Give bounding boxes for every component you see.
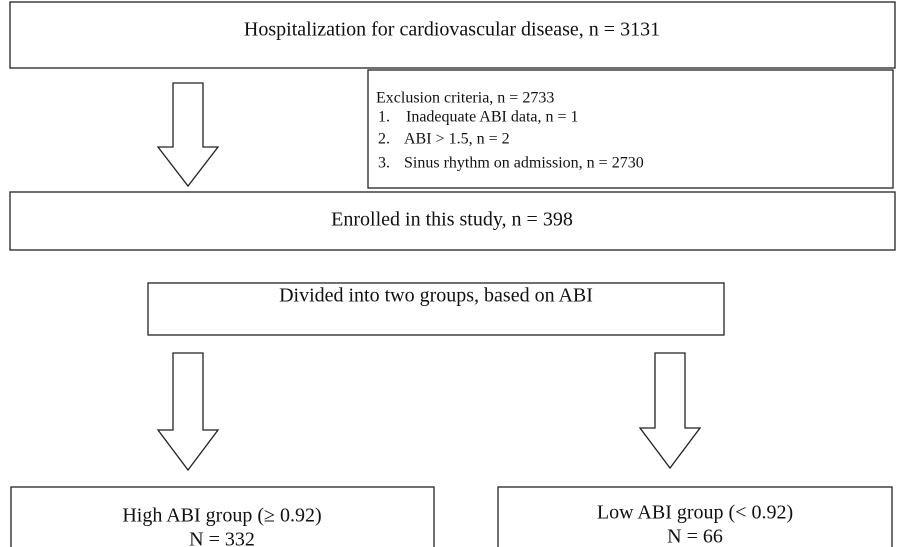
box-high-abi: [10, 486, 435, 547]
box-divided: [147, 282, 725, 336]
box-low-abi: [497, 486, 893, 547]
arrow: [638, 352, 702, 470]
box-hospitalization: [9, 1, 896, 69]
box-label: Enrolled in this study, n = 398: [331, 209, 573, 231]
item-text: ABI > 1.5, n = 2: [404, 131, 510, 148]
item-text: Inadequate ABI data, n = 1: [406, 109, 579, 126]
exclusion-title: Exclusion criteria, n = 2733: [376, 90, 554, 107]
arrow: [156, 352, 220, 472]
box-label: Hospitalization for cardiovascular disea…: [244, 19, 660, 41]
box-enrolled: [9, 191, 896, 251]
box-label: High ABI group (≥ 0.92): [122, 505, 321, 527]
item-number: 1.: [378, 109, 390, 126]
item-number: 2.: [378, 131, 390, 148]
box-label: Low ABI group (< 0.92): [597, 502, 793, 524]
box-label: Divided into two groups, based on ABI: [279, 285, 593, 307]
item-text: Sinus rhythm on admission, n = 2730: [404, 155, 644, 172]
box-count: N = 332: [189, 529, 255, 547]
arrow: [156, 82, 220, 188]
item-number: 3.: [378, 155, 390, 172]
box-exclusion: [367, 69, 894, 189]
box-count: N = 66: [667, 526, 723, 547]
